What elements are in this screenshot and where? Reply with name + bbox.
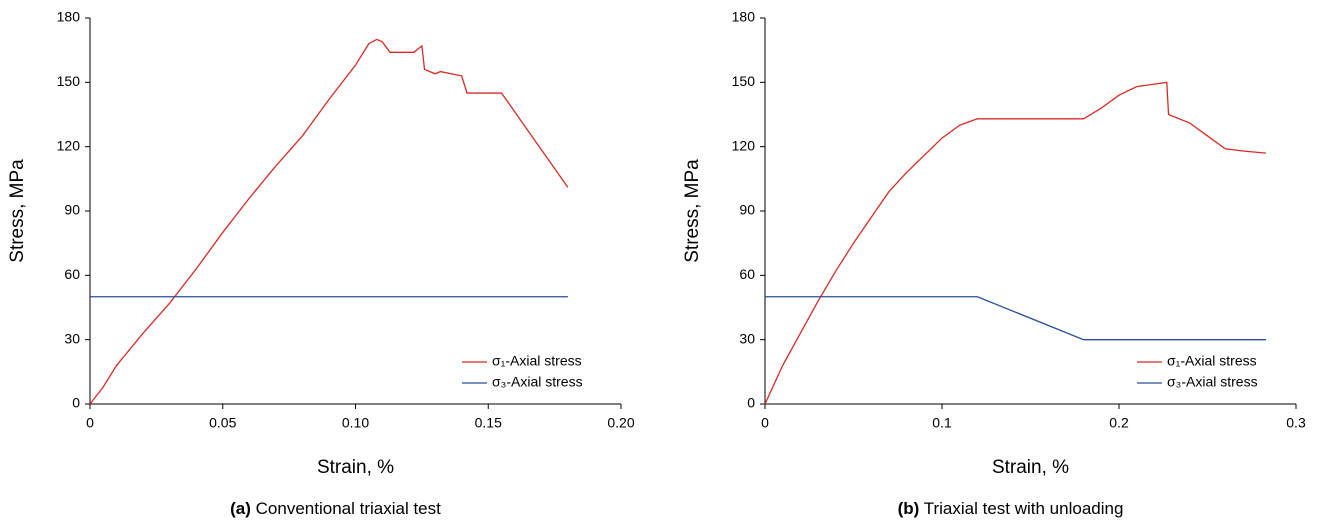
y-tick-label: 90 bbox=[739, 202, 755, 218]
x-tick-label: 0.10 bbox=[342, 415, 369, 431]
y-tick-label: 60 bbox=[739, 266, 755, 282]
x-tick-label: 0 bbox=[86, 415, 94, 431]
caption-text: Conventional triaxial test bbox=[256, 499, 441, 518]
y-tick-label: 30 bbox=[64, 330, 80, 346]
caption: (a) Conventional triaxial test bbox=[230, 499, 441, 518]
caption-text: Triaxial test with unloading bbox=[924, 499, 1124, 518]
y-tick-label: 60 bbox=[64, 266, 80, 282]
x-tick-label: 0.1 bbox=[932, 415, 952, 431]
y-tick-label: 150 bbox=[732, 73, 756, 89]
legend-label: σ₁-Axial stress bbox=[492, 353, 582, 369]
y-tick-label: 180 bbox=[732, 9, 756, 25]
legend-label: σ₁-Axial stress bbox=[1167, 353, 1257, 369]
series-line bbox=[89, 38, 569, 405]
legend-label: σ₃-Axial stress bbox=[1167, 374, 1258, 390]
series-line bbox=[765, 296, 1266, 341]
y-tick-label: 0 bbox=[747, 395, 755, 411]
x-axis-label: Strain, % bbox=[317, 457, 394, 478]
y-axis-label: Stress, MPa bbox=[682, 159, 703, 263]
x-tick-label: 0 bbox=[761, 415, 769, 431]
x-tick-label: 0.3 bbox=[1286, 415, 1306, 431]
y-tick-label: 90 bbox=[64, 202, 80, 218]
y-axis-label: Stress, MPa bbox=[7, 159, 28, 263]
y-tick-label: 30 bbox=[739, 330, 755, 346]
legend-label: σ₃-Axial stress bbox=[492, 374, 583, 390]
x-tick-label: 0.20 bbox=[607, 415, 634, 431]
x-tick-label: 0.2 bbox=[1109, 415, 1129, 431]
x-tick-label: 0.15 bbox=[475, 415, 502, 431]
y-tick-label: 120 bbox=[57, 137, 81, 153]
caption-label: (b) bbox=[898, 499, 920, 518]
y-tick-label: 120 bbox=[732, 137, 756, 153]
caption-label: (a) bbox=[230, 499, 251, 518]
x-axis-label: Strain, % bbox=[992, 457, 1069, 478]
y-tick-label: 0 bbox=[72, 395, 80, 411]
y-tick-label: 150 bbox=[57, 73, 81, 89]
y-tick-label: 180 bbox=[57, 9, 81, 25]
caption: (b) Triaxial test with unloading bbox=[898, 499, 1124, 518]
x-tick-label: 0.05 bbox=[209, 415, 236, 431]
series-line bbox=[764, 81, 1266, 405]
